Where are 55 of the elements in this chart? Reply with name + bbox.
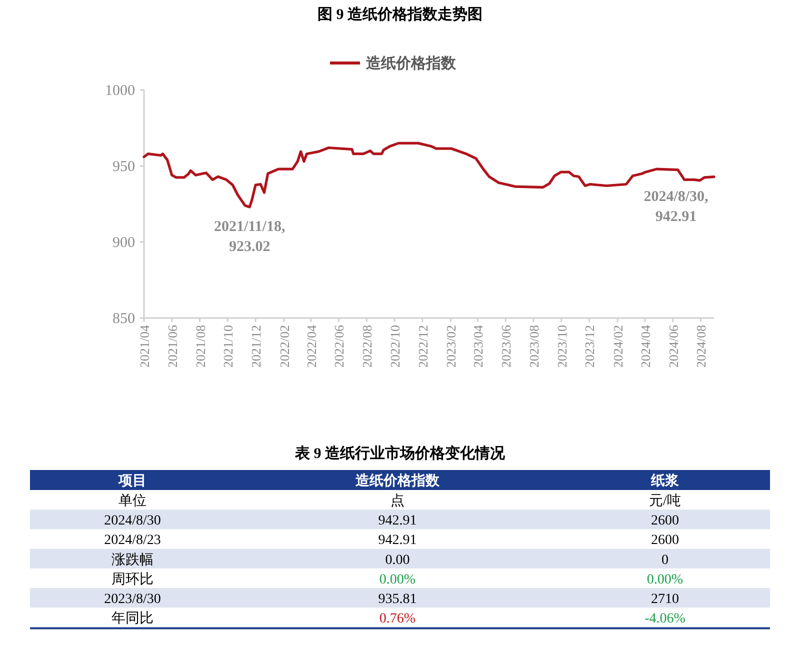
chart-title: 图 9 造纸价格指数走势图 (318, 6, 482, 23)
x-tick-label: 2022/02 (276, 325, 292, 368)
y-tick-label: 850 (112, 311, 135, 327)
x-tick-label: 2021/04 (137, 324, 152, 368)
annotation: 2021/11/18, 923.02 (214, 219, 286, 256)
category-label: 周环比 (112, 572, 154, 588)
text: 元/吨 (649, 494, 681, 509)
y-tick-label: 1000 (105, 83, 135, 99)
x-tick-label: 2023/02 (444, 325, 459, 368)
y-tick-label: 950 (112, 159, 135, 175)
x-tick-label: 2021/12 (248, 325, 264, 368)
x-tick-label: 2024/08 (694, 325, 709, 368)
category-label: 年同比 (112, 612, 154, 627)
text: 942.91 (378, 533, 417, 548)
text: -4.06% (644, 612, 686, 627)
x-tick-label: 2024/04 (638, 324, 653, 368)
text: 2600 (651, 533, 679, 548)
text: 表 9 造纸行业市场价格变化情况 (294, 444, 506, 462)
category-label: 涨跌幅 (112, 552, 154, 568)
x-tick-label: 2021/06 (164, 324, 180, 368)
x-tick-label: 2023/08 (526, 325, 542, 368)
x-tick-label: 2022/04 (304, 324, 319, 368)
x-tick-label: 2023/10 (554, 325, 570, 368)
line-series (142, 142, 716, 208)
x-tick-label: 2021/08 (192, 325, 208, 368)
y-tick-label: 900 (112, 235, 135, 251)
x-tick-label: 2023/12 (582, 325, 598, 368)
x-tick-label: 2022/08 (360, 325, 375, 368)
text: 942.91 (378, 514, 417, 529)
text: 0.00 (385, 552, 410, 568)
category-label: 造纸价格指数 (354, 473, 440, 489)
text: 2600 (651, 514, 679, 529)
x-tick-label: 2024/06 (666, 324, 681, 368)
category-label: 2024/8/30 (104, 514, 161, 529)
x-tick-label: 2022/12 (415, 325, 430, 368)
category-label: 项目 (118, 474, 146, 489)
text: 0.00% (646, 572, 684, 588)
category-label: 2024/8/23 (104, 533, 161, 548)
text: 0.00% (379, 572, 416, 588)
category-label: 纸浆 (650, 473, 679, 489)
annotation: 2024/8/30, 942.91 (644, 188, 709, 225)
x-tick-label: 2023/04 (470, 324, 486, 368)
x-tick-label: 2023/06 (498, 324, 514, 368)
x-tick-label: 2022/06 (332, 324, 347, 368)
text: 0 (662, 552, 668, 568)
text: 点 (390, 494, 404, 509)
x-tick-label: 2022/10 (387, 325, 402, 368)
legend-label: 造纸价格指数 (365, 55, 457, 72)
category-label: 2023/8/30 (104, 592, 161, 607)
x-tick-label: 2024/02 (610, 325, 626, 368)
text: 2710 (651, 592, 679, 607)
text: 0.76% (379, 612, 416, 627)
x-tick-label: 2021/10 (220, 325, 236, 368)
text: 935.81 (378, 592, 417, 607)
category-label: 单位 (118, 494, 146, 509)
